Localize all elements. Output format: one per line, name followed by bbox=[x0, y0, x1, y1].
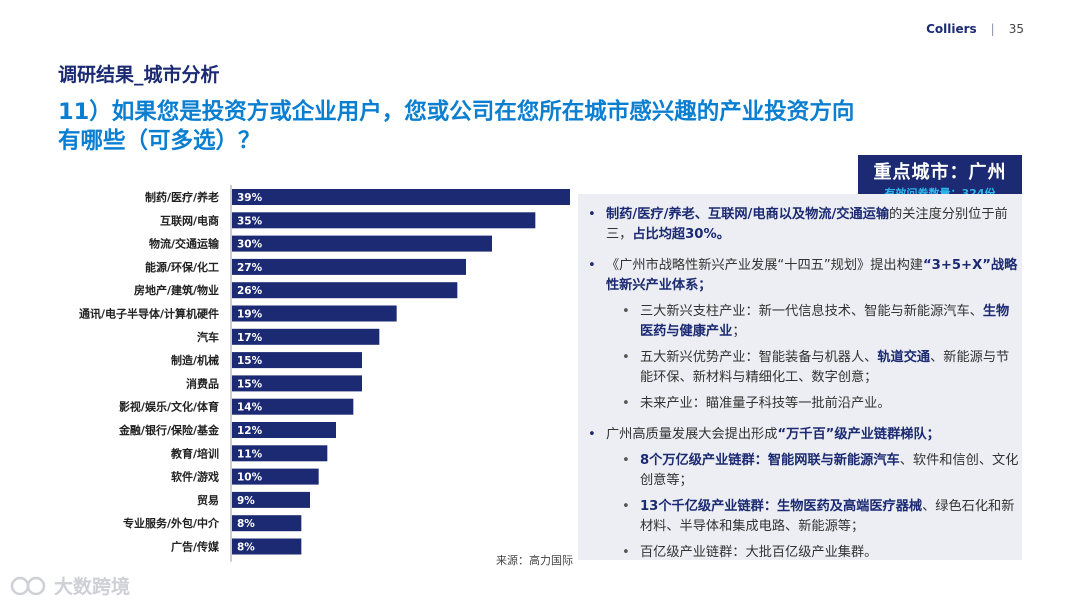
data-label: 8% bbox=[237, 518, 255, 530]
page-header: Colliers | 35 bbox=[926, 22, 1024, 36]
question-title: 11）如果您是投资方或企业用户，您或公司在您所在城市感兴趣的产业投资方向 有哪些… bbox=[58, 98, 1038, 156]
category-label: 广告/传媒 bbox=[171, 540, 220, 554]
data-label: 27% bbox=[237, 262, 263, 274]
source-note: 来源：高力国际 bbox=[496, 554, 573, 567]
bar bbox=[232, 282, 458, 299]
finding-3-sub-1: 8个万亿级产业链群：智能网联与新能源汽车、软件和信创、文化创意等； bbox=[578, 451, 1022, 491]
finding-3-sub-2: 13个千亿级产业链群：生物医药及高端医疗器械、绿色石化和新材料、半导体和集成电路… bbox=[578, 497, 1022, 537]
watermark-icon bbox=[10, 576, 46, 595]
finding-3: 广州高质量发展大会提出形成“万千百”级产业链群梯队； bbox=[578, 425, 1022, 445]
data-label: 17% bbox=[237, 332, 263, 344]
category-label: 贸易 bbox=[197, 493, 219, 507]
data-label: 8% bbox=[237, 542, 255, 554]
watermark: 大数跨境 bbox=[10, 572, 130, 599]
category-label: 房地产/建筑/物业 bbox=[134, 283, 219, 297]
category-label: 互联网/电商 bbox=[160, 213, 219, 227]
bar bbox=[232, 305, 397, 322]
category-label: 制造/机械 bbox=[171, 353, 219, 367]
category-label: 影视/娱乐/文化/体育 bbox=[119, 400, 219, 414]
bar bbox=[232, 258, 466, 275]
data-label: 9% bbox=[237, 495, 255, 507]
data-label: 30% bbox=[237, 239, 263, 251]
bar-chart: 39% 制药/医疗/养老 35% 互联网/电商 30% 物流/交通运输 27% 能源/环保/化… bbox=[79, 185, 570, 562]
data-label: 15% bbox=[237, 378, 263, 390]
bar bbox=[232, 538, 302, 555]
question-line-2: 有哪些（可多选）？ bbox=[58, 128, 261, 154]
data-label: 10% bbox=[237, 472, 263, 484]
header-separator: | bbox=[990, 22, 995, 36]
bar bbox=[232, 445, 328, 462]
data-label: 11% bbox=[237, 448, 263, 460]
data-label: 26% bbox=[237, 285, 263, 297]
bar bbox=[232, 422, 336, 438]
category-label: 汽车 bbox=[197, 330, 219, 344]
category-label: 能源/环保/化工 bbox=[145, 260, 219, 274]
bar bbox=[232, 352, 362, 369]
bar bbox=[232, 468, 319, 485]
category-label: 消费品 bbox=[186, 376, 219, 390]
bar bbox=[232, 212, 536, 229]
data-label: 39% bbox=[237, 192, 263, 204]
category-label: 教育/培训 bbox=[170, 446, 219, 460]
data-label: 15% bbox=[237, 355, 263, 367]
findings-panel: 制药/医疗/养老、互联网/电商以及物流/交通运输的关注度分别位于前三，占比均超3… bbox=[578, 194, 1022, 563]
category-label: 物流/交通运输 bbox=[149, 237, 220, 251]
watermark-text: 大数跨境 bbox=[54, 576, 131, 598]
finding-3-sub-3: 百亿级产业链群：大批百亿级产业集群。 bbox=[578, 543, 1022, 563]
category-label: 软件/游戏 bbox=[171, 470, 219, 484]
finding-1: 制药/医疗/养老、互联网/电商以及物流/交通运输的关注度分别位于前三，占比均超3… bbox=[578, 205, 1022, 245]
city-title: 重点城市：广州 bbox=[873, 162, 1007, 183]
finding-2-sub-3: 未来产业：瞄准量子科技等一批前沿产业。 bbox=[578, 394, 1022, 414]
category-label: 通讯/电子半导体/计算机硬件 bbox=[79, 307, 219, 321]
bar bbox=[232, 189, 570, 205]
finding-2-sub-2: 五大新兴优势产业：智能装备与机器人、轨道交通、新能源与节能环保、新材料与精细化工… bbox=[578, 348, 1022, 388]
question-line-1: 11）如果您是投资方或企业用户，您或公司在您所在城市感兴趣的产业投资方向 bbox=[58, 99, 855, 125]
brand-logo: Colliers bbox=[926, 22, 977, 36]
finding-2: 《广州市战略性新兴产业发展“十四五”规划》提出构建“3+5+X”战略性新兴产业体… bbox=[578, 256, 1022, 296]
bar bbox=[232, 515, 302, 532]
finding-2-sub-1: 三大新兴支柱产业：新一代信息技术、智能与新能源汽车、生物医药与健康产业； bbox=[578, 302, 1022, 342]
city-box: 重点城市：广州 有效问卷数量：324份 bbox=[858, 155, 1022, 200]
category-label: 专业服务/外包/中介 bbox=[123, 516, 220, 530]
data-label: 14% bbox=[237, 402, 263, 414]
data-label: 19% bbox=[237, 309, 263, 321]
bar bbox=[232, 375, 362, 392]
category-label: 金融/银行/保险/基金 bbox=[118, 423, 220, 437]
bar bbox=[232, 328, 380, 345]
bar bbox=[232, 398, 354, 415]
section-title: 调研结果_城市分析 bbox=[58, 64, 220, 86]
data-label: 35% bbox=[237, 215, 263, 227]
bar bbox=[232, 235, 492, 252]
bar bbox=[232, 491, 310, 508]
category-label: 制药/医疗/养老 bbox=[145, 190, 219, 204]
data-label: 12% bbox=[237, 425, 263, 437]
page-number: 35 bbox=[1008, 22, 1024, 36]
